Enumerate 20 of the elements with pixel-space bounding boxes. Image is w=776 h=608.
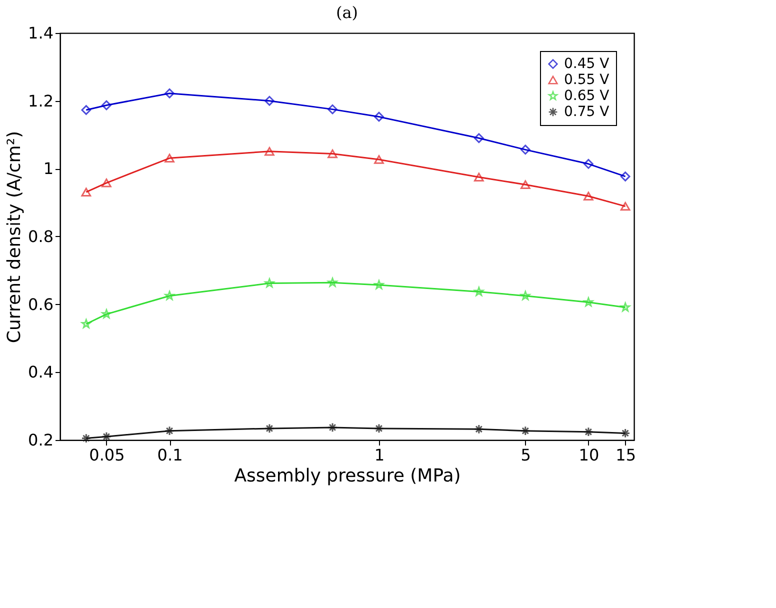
x-tick-label: 0.1 xyxy=(157,446,183,464)
y-axis-title: Current density (A/cm²) xyxy=(4,130,26,344)
chart-title: (a) xyxy=(336,3,358,22)
legend-label: 0.75 V xyxy=(564,104,610,120)
legend-label: 0.45 V xyxy=(564,56,610,72)
y-tick-label: 0.2 xyxy=(28,430,54,450)
y-tick-label: 0.6 xyxy=(28,294,54,314)
legend-label: 0.65 V xyxy=(564,88,610,104)
y-tick-label: 0.4 xyxy=(28,362,54,382)
y-tick-label: 0.8 xyxy=(28,227,54,246)
x-tick-label: 15 xyxy=(616,446,636,464)
x-tick-label: 5 xyxy=(520,446,531,464)
y-tick-label: 1.4 xyxy=(28,24,54,42)
x-tick-label: 0.05 xyxy=(89,446,125,464)
y-tick-label: 1.2 xyxy=(28,91,54,110)
x-tick-label: 1 xyxy=(374,446,385,464)
x-tick-label: 10 xyxy=(578,446,600,464)
x-axis-title: Assembly pressure (MPa) xyxy=(234,466,461,486)
y-tick-label: 1 xyxy=(43,159,54,178)
legend-label: 0.55 V xyxy=(564,72,610,88)
